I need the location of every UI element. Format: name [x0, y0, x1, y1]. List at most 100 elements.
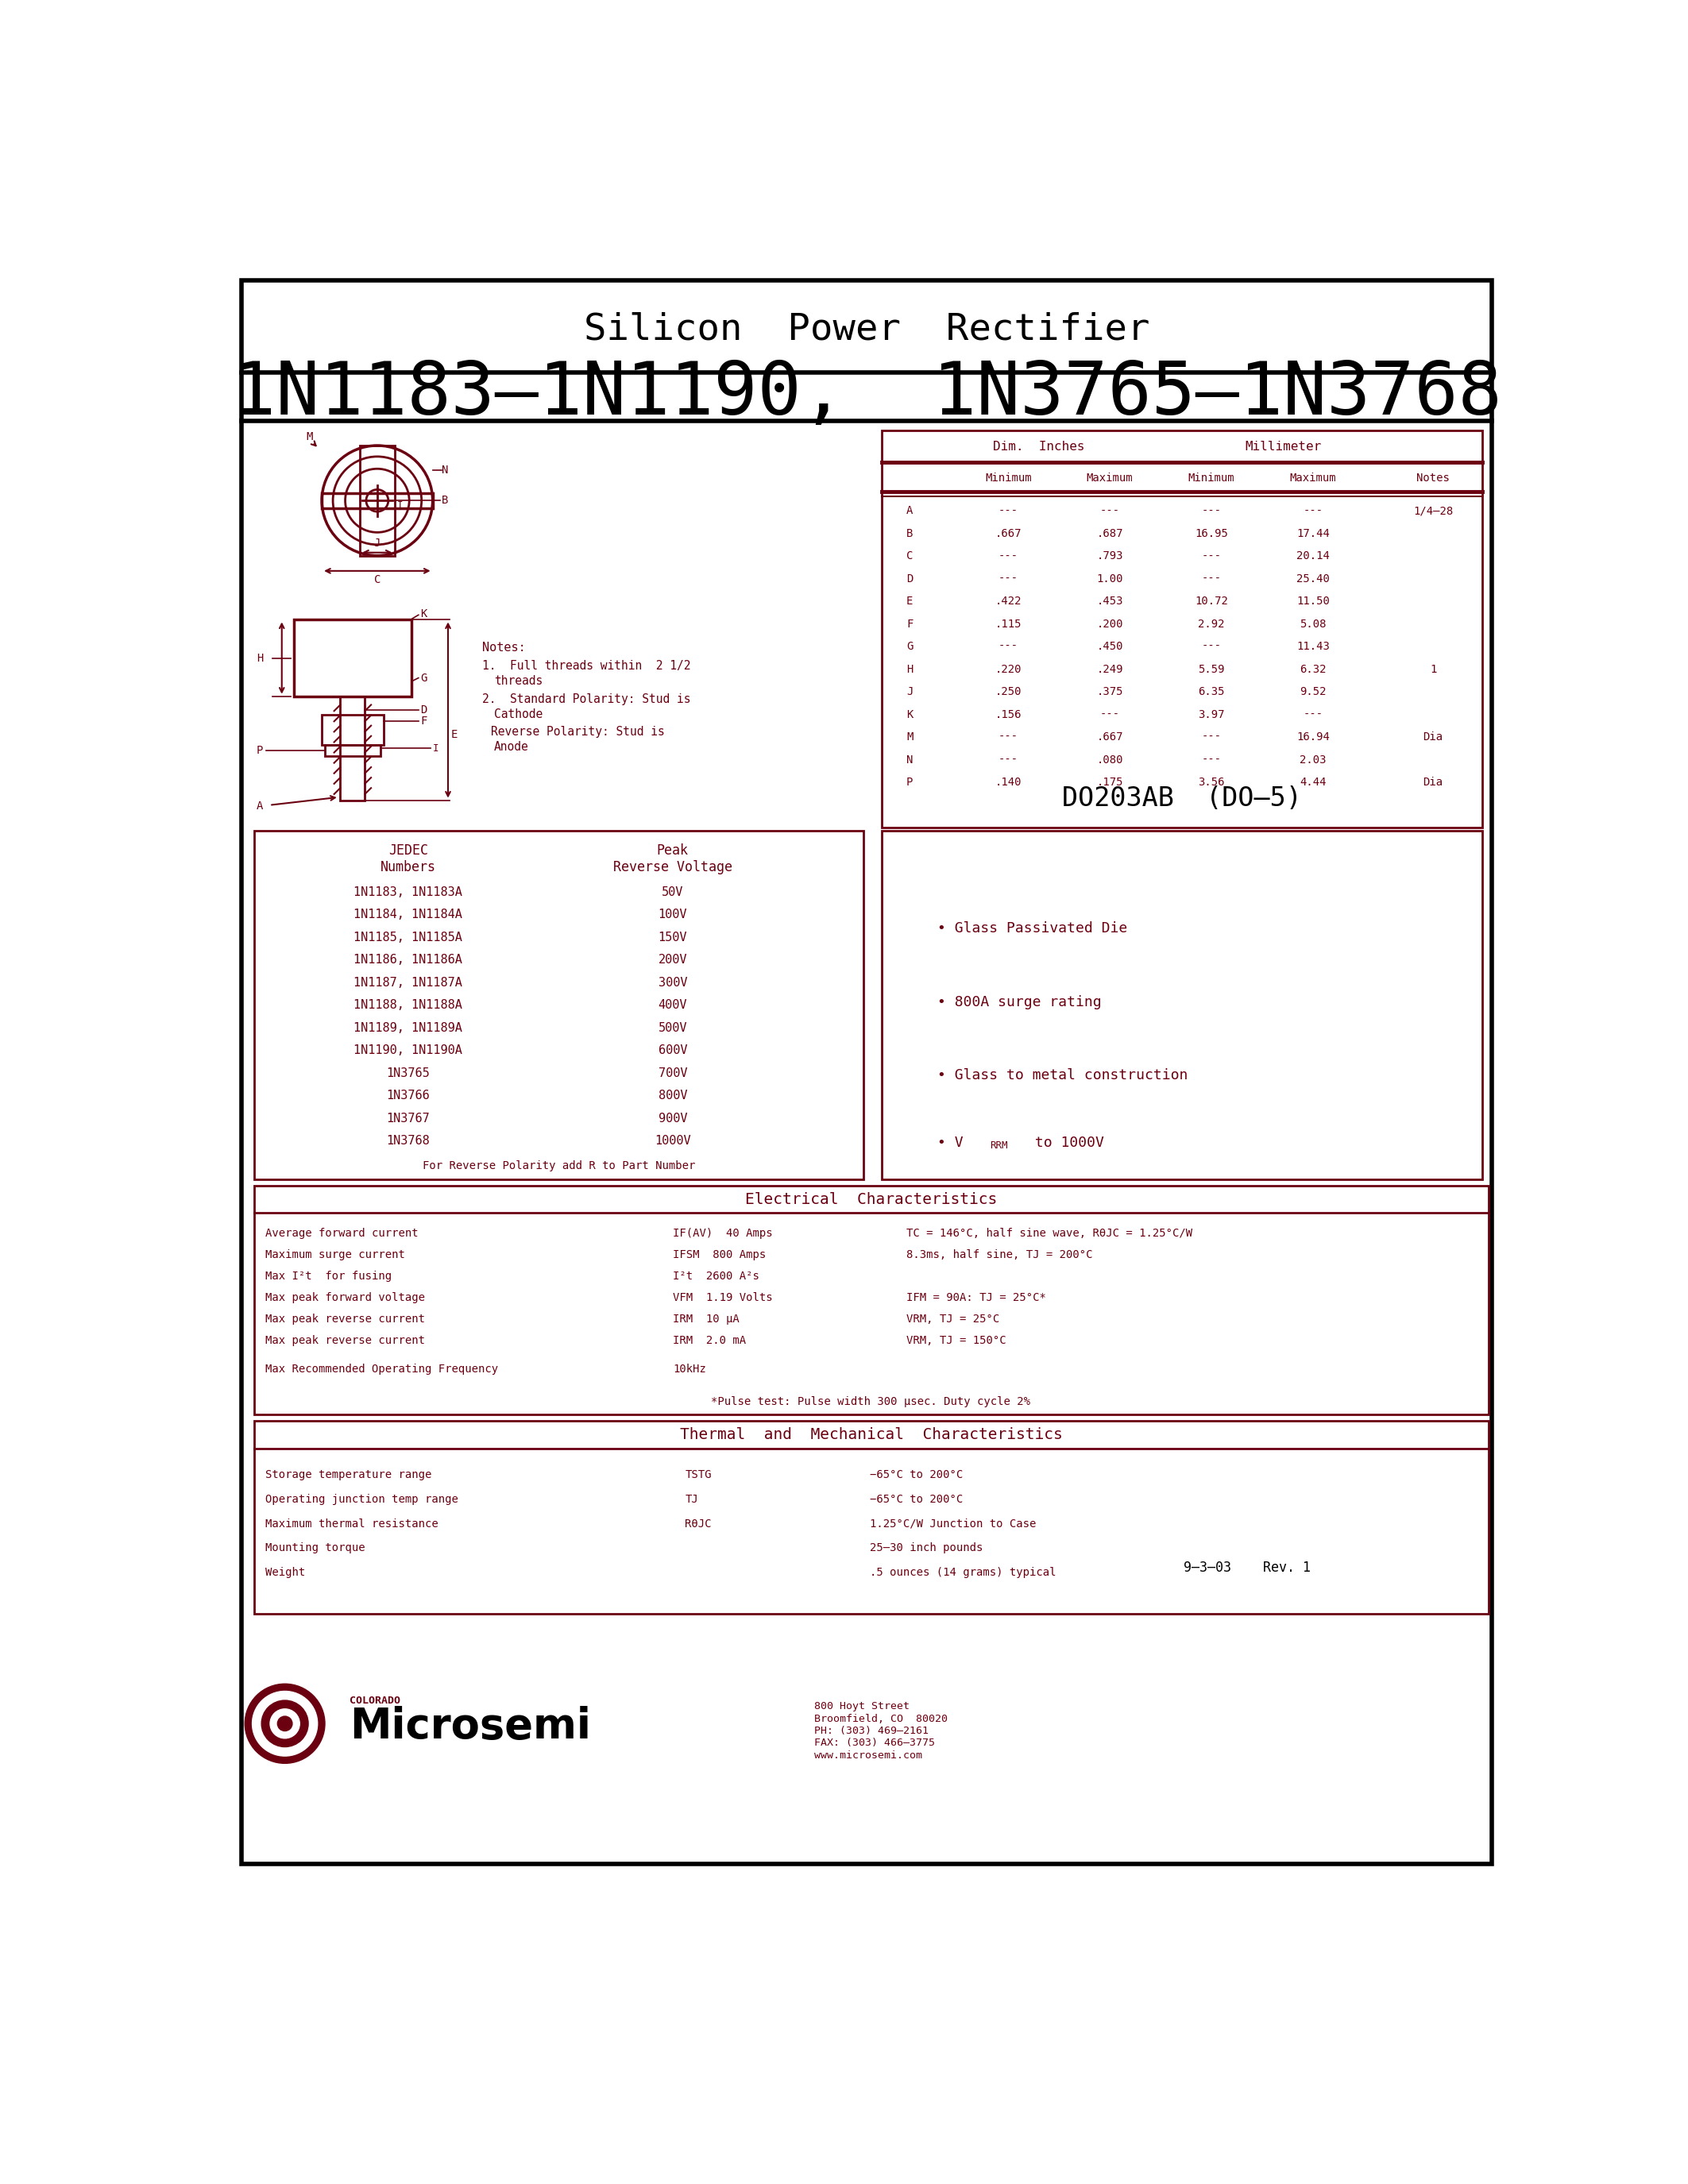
Text: 1.25°C/W Junction to Case: 1.25°C/W Junction to Case — [869, 1518, 1036, 1529]
Text: RRM: RRM — [989, 1140, 1008, 1151]
Text: 6.32: 6.32 — [1300, 664, 1327, 675]
Text: 9–3–03    Rev. 1: 9–3–03 Rev. 1 — [1183, 1562, 1312, 1575]
Text: 3.56: 3.56 — [1198, 778, 1225, 788]
Text: .450: .450 — [1097, 642, 1123, 653]
Text: −65°C to 200°C: −65°C to 200°C — [869, 1470, 962, 1481]
Text: 1N1190, 1N1190A: 1N1190, 1N1190A — [354, 1044, 463, 1057]
Text: 25–30 inch pounds: 25–30 inch pounds — [869, 1542, 982, 1553]
Text: .687: .687 — [1097, 529, 1123, 539]
Text: .422: .422 — [994, 596, 1021, 607]
Text: D: D — [906, 572, 913, 585]
Text: 5.59: 5.59 — [1198, 664, 1225, 675]
Bar — [322, 494, 432, 509]
Text: • Glass to metal construction: • Glass to metal construction — [937, 1068, 1188, 1083]
Text: B: B — [442, 496, 449, 507]
Text: ---: --- — [1202, 572, 1222, 585]
Text: ---: --- — [1202, 732, 1222, 743]
Text: Mounting torque: Mounting torque — [265, 1542, 365, 1553]
Text: Cathode: Cathode — [495, 708, 544, 721]
Text: PH: (303) 469–2161: PH: (303) 469–2161 — [814, 1725, 928, 1736]
Text: COLORADO: COLORADO — [349, 1695, 400, 1706]
Text: 10kHz: 10kHz — [674, 1363, 706, 1374]
Text: .249: .249 — [1097, 664, 1123, 675]
Text: 1.00: 1.00 — [1097, 572, 1123, 585]
Text: D: D — [420, 705, 427, 716]
Text: • 800A surge rating: • 800A surge rating — [937, 996, 1102, 1009]
Text: IFM = 90A: TJ = 25°C*: IFM = 90A: TJ = 25°C* — [906, 1291, 1047, 1304]
Text: 500V: 500V — [658, 1022, 687, 1033]
Bar — [341, 697, 365, 799]
Text: Millimeter: Millimeter — [1246, 441, 1322, 452]
Text: Max peak reverse current: Max peak reverse current — [265, 1334, 425, 1345]
Text: N: N — [442, 465, 449, 476]
Bar — [294, 620, 412, 697]
Text: .250: .250 — [994, 686, 1021, 697]
Text: Maximum surge current: Maximum surge current — [265, 1249, 405, 1260]
Text: 16.94: 16.94 — [1296, 732, 1330, 743]
Text: .453: .453 — [1097, 596, 1123, 607]
Text: 1000V: 1000V — [655, 1136, 690, 1147]
Text: −65°C to 200°C: −65°C to 200°C — [869, 1494, 962, 1505]
Bar — [360, 446, 395, 555]
Text: Microsemi: Microsemi — [349, 1706, 591, 1747]
Text: 600V: 600V — [658, 1044, 687, 1057]
Text: 2.92: 2.92 — [1198, 618, 1225, 629]
Text: ---: --- — [998, 572, 1018, 585]
Text: Dim.  Inches: Dim. Inches — [993, 441, 1085, 452]
Text: 1N3768: 1N3768 — [387, 1136, 430, 1147]
Text: F: F — [906, 618, 913, 629]
Text: Reverse Voltage: Reverse Voltage — [613, 860, 733, 874]
Text: 9.52: 9.52 — [1300, 686, 1327, 697]
Text: to 1000V: to 1000V — [1026, 1136, 1104, 1149]
Text: Maximum thermal resistance: Maximum thermal resistance — [265, 1518, 439, 1529]
Text: www.microsemi.com: www.microsemi.com — [814, 1749, 922, 1760]
Text: TJ: TJ — [685, 1494, 699, 1505]
Text: TSTG: TSTG — [685, 1470, 712, 1481]
Text: K: K — [420, 607, 427, 620]
Text: ---: --- — [1202, 505, 1222, 518]
Text: Minimum: Minimum — [1188, 472, 1234, 483]
Text: 150V: 150V — [658, 930, 687, 943]
Text: Minimum: Minimum — [986, 472, 1031, 483]
Text: 1N1189, 1N1189A: 1N1189, 1N1189A — [354, 1022, 463, 1033]
Text: 10.72: 10.72 — [1195, 596, 1229, 607]
Bar — [255, 1422, 1489, 1614]
Text: VRM, TJ = 150°C: VRM, TJ = 150°C — [906, 1334, 1006, 1345]
Text: C: C — [375, 574, 380, 585]
Text: M: M — [306, 432, 312, 443]
Text: Dia: Dia — [1423, 732, 1443, 743]
Text: E: E — [906, 596, 913, 607]
Text: ---: --- — [1202, 642, 1222, 653]
Text: 100V: 100V — [658, 909, 687, 919]
Text: .156: .156 — [994, 710, 1021, 721]
Text: Max I²t  for fusing: Max I²t for fusing — [265, 1271, 392, 1282]
Text: J: J — [906, 686, 913, 697]
Circle shape — [245, 1684, 324, 1762]
Text: 17.44: 17.44 — [1296, 529, 1330, 539]
Bar — [255, 1186, 1489, 1415]
Text: 1N3767: 1N3767 — [387, 1112, 430, 1125]
Text: G: G — [906, 642, 913, 653]
Text: B: B — [906, 529, 913, 539]
Text: Storage temperature range: Storage temperature range — [265, 1470, 432, 1481]
Text: Operating junction temp range: Operating junction temp range — [265, 1494, 457, 1505]
Circle shape — [252, 1690, 317, 1756]
Text: Electrical  Characteristics: Electrical Characteristics — [744, 1192, 998, 1208]
Text: • V: • V — [937, 1136, 964, 1149]
Text: 1N1188, 1N1188A: 1N1188, 1N1188A — [354, 998, 463, 1011]
Bar — [255, 830, 864, 1179]
Text: I: I — [432, 743, 439, 753]
Text: Average forward current: Average forward current — [265, 1227, 419, 1238]
Text: .5 ounces (14 grams) typical: .5 ounces (14 grams) typical — [869, 1566, 1057, 1579]
Circle shape — [262, 1701, 309, 1747]
Text: .080: .080 — [1097, 753, 1123, 764]
Text: 1/4–28: 1/4–28 — [1413, 505, 1453, 518]
Bar — [324, 745, 380, 756]
Text: 2.  Standard Polarity: Stud is: 2. Standard Polarity: Stud is — [481, 692, 690, 705]
Text: I²t  2600 A²s: I²t 2600 A²s — [674, 1271, 760, 1282]
Text: 6.35: 6.35 — [1198, 686, 1225, 697]
Text: A: A — [906, 505, 913, 518]
Text: 1N1185, 1N1185A: 1N1185, 1N1185A — [354, 930, 463, 943]
Text: IRM  2.0 mA: IRM 2.0 mA — [674, 1334, 746, 1345]
Text: 8.3ms, half sine, TJ = 200°C: 8.3ms, half sine, TJ = 200°C — [906, 1249, 1092, 1260]
